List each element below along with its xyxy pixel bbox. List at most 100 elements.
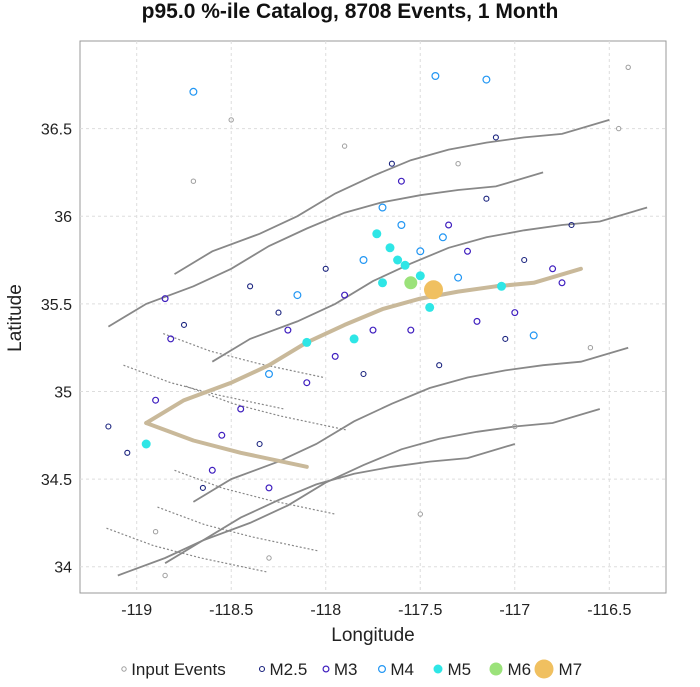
event-point-m5 [378,278,387,288]
x-axis-ticks: -119 -118.5 -118 -117.5 -117 -116.5 [121,602,631,619]
legend-label: M5 [448,660,472,679]
event-point-m3 [265,484,273,492]
event-point-m3 [511,309,519,317]
event-point-input [455,161,461,167]
event-point-input [417,511,423,517]
x-tick-label: -116.5 [587,602,631,619]
event-point-m25 [322,265,329,272]
event-point-m4 [293,291,302,300]
event-point-m4 [359,256,368,265]
plot-area [79,40,667,594]
x-tick-label: -118.5 [209,602,253,619]
event-point-m4 [265,370,274,379]
event-point-m5 [349,334,359,344]
x-axis-label: Longitude [331,625,414,646]
event-point-input [152,529,159,535]
y-tick-label: 34 [54,560,72,577]
fault-line [117,443,516,577]
event-point-m4 [438,233,447,242]
fault-line-dotted [123,364,285,410]
event-point-m6 [404,276,418,290]
event-point-m3 [445,221,453,229]
y-axis-ticks: 34 34.5 35 35.5 36 36.5 [41,122,72,577]
event-point-m5 [425,302,435,312]
fault-line [174,119,610,275]
event-point-input [228,117,234,123]
event-point-m25 [256,440,263,448]
event-point-m4 [431,71,440,80]
fault-line [192,346,629,503]
event-point-m3 [167,335,175,343]
event-point-m4 [529,331,538,340]
legend-marker-m5 [433,664,443,674]
y-tick-label: 35 [54,384,72,401]
event-point-m5 [415,271,425,281]
legend-label: M3 [334,660,358,679]
event-point-m3 [303,379,311,387]
y-tick-label: 35.5 [41,297,72,314]
fault-line [164,408,601,564]
event-point-m25 [436,362,443,369]
event-point-m7 [424,280,443,300]
event-point-m5 [385,243,395,253]
fault-line-dotted [174,469,336,515]
event-point-m3 [549,265,557,273]
event-point-m3 [237,405,245,413]
event-point-input [625,64,631,71]
event-point-m3 [331,352,339,360]
event-point-m3 [341,291,349,299]
event-point-m25 [388,160,395,167]
event-point-m4 [454,273,463,282]
x-tick-label: -117.5 [398,602,442,619]
event-point-m5 [141,439,151,449]
fault-line-dotted [185,385,347,431]
event-point-m4 [378,203,387,212]
fault-line-dotted [157,506,319,552]
event-point-input [162,572,168,579]
fault-line-dotted [106,527,268,573]
event-point-input [266,555,272,561]
event-point-m3 [558,279,566,287]
event-point-m4 [482,75,491,84]
y-tick-label: 36 [54,209,72,226]
event-point-m25 [180,321,188,328]
event-point-m3 [369,326,377,334]
event-point-m3 [407,326,415,334]
chart-title: p95.0 %-ile Catalog, 8708 Events, 1 Mont… [142,0,559,23]
event-point-m25 [105,423,112,430]
legend: Input Events M2.5 M3 M4 M5 M6 M7 [121,659,583,679]
x-tick-label: -118 [310,602,341,619]
y-tick-label: 34.5 [41,472,72,489]
event-point-m5 [497,281,506,291]
legend-label: M7 [559,660,583,679]
rupture-trace-branch [144,421,309,469]
event-point-m25 [568,221,575,229]
event-point-input [190,178,197,184]
event-point-m4 [397,221,406,230]
event-point-m25 [247,283,254,290]
event-point-m25 [199,484,206,491]
x-tick-label: -117 [499,602,530,619]
x-tick-label: -119 [121,602,152,619]
legend-marker-m25 [258,665,266,673]
event-point-m25 [275,309,282,316]
legend-marker-m4 [378,664,387,673]
legend-marker-input [121,666,127,672]
legend-marker-m6 [489,662,503,676]
legend-label: M2.5 [270,660,308,679]
event-point-m25 [502,335,509,342]
event-point-m25 [360,370,367,378]
event-point-m3 [152,396,160,404]
y-tick-label: 36.5 [41,122,72,139]
legend-label: Input Events [131,660,226,679]
event-point-m4 [416,247,425,256]
data-points [105,64,631,579]
event-point-input [512,423,518,430]
grid [80,41,666,593]
event-point-m5 [372,229,382,239]
legend-marker-m3 [322,665,330,673]
event-point-m25 [483,195,490,202]
event-point-m5 [400,260,410,270]
event-point-m3 [208,466,216,474]
